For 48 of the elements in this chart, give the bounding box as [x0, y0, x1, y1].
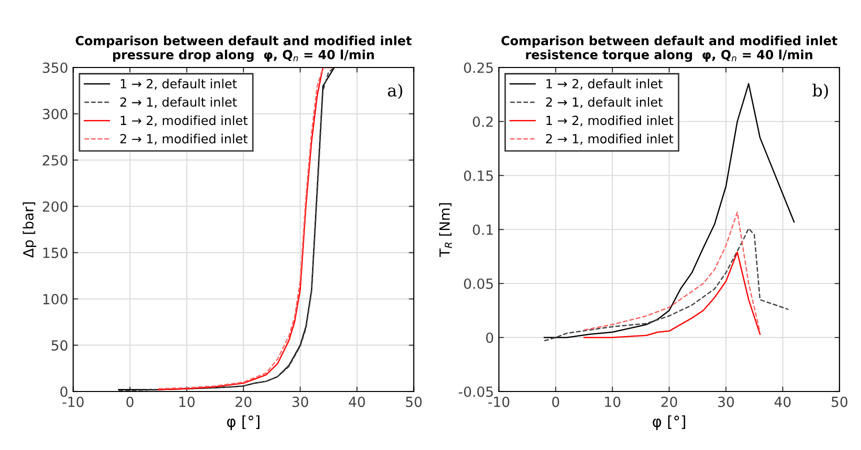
- legend-label: 2 → 1, modified inlet: [546, 134, 674, 145]
- legend-label: 2 → 1, default inlet: [120, 97, 237, 108]
- y-axis-title: Δp [bar]: [22, 202, 36, 258]
- y-tick-label: 0.05: [464, 278, 493, 289]
- x-tick-label: 40: [774, 396, 791, 408]
- x-tick-label: -10: [488, 396, 510, 408]
- y-tick-label: 50: [52, 340, 68, 351]
- chart-title: Comparison between default and modified inlet resistence torque along φ, Q$_{n}$ = 40 l/min: [501, 36, 838, 62]
- annotation: b): [812, 84, 828, 99]
- x-tick-label: 10: [605, 396, 620, 408]
- y-tick-label: 0: [60, 386, 68, 397]
- x-tick-label: 20: [661, 396, 678, 408]
- legend-label: 2 → 1, default inlet: [546, 97, 663, 108]
- annotation: a): [388, 84, 402, 99]
- x-tick-label: 50: [406, 396, 422, 408]
- x-tick-label: -10: [62, 396, 84, 408]
- x-tick-label: 40: [348, 396, 365, 408]
- line-series: [583, 212, 761, 333]
- x-tick-label: 0: [552, 396, 560, 408]
- x-tick-label: 50: [832, 396, 848, 408]
- legend-label: 1 → 2, modified inlet: [546, 115, 674, 126]
- x-tick-label: 30: [292, 396, 308, 408]
- line-series: [544, 228, 790, 342]
- legend-label: 2 → 1, modified inlet: [120, 134, 248, 145]
- y-tick-label: 150: [43, 248, 68, 258]
- legend-label: 1 → 2, default inlet: [120, 78, 237, 90]
- y-tick-label: -0.05: [458, 386, 493, 397]
- x-tick-label: 10: [179, 396, 195, 408]
- y-tick-label: 0.15: [464, 170, 493, 181]
- x-axis-title: φ [°]: [652, 415, 686, 430]
- chart-title: Comparison between default and modified inlet pressure drop along φ, Q$_{n}$ = 40 l/min: [76, 36, 412, 62]
- y-tick-label: 0.1: [472, 224, 493, 235]
- x-axis-title: φ [°]: [227, 415, 260, 430]
- y-tick-label: 0: [486, 332, 494, 343]
- legend-label: 1 → 2, default inlet: [546, 78, 663, 90]
- y-tick-label: 100: [43, 294, 68, 304]
- line-series: [583, 252, 761, 338]
- x-tick-label: 20: [236, 396, 252, 408]
- x-tick-label: 30: [718, 396, 734, 408]
- y-tick-label: 350: [42, 62, 68, 73]
- y-tick-label: 0.2: [472, 116, 493, 127]
- y-tick-label: 300: [42, 108, 68, 120]
- x-tick-label: 0: [126, 396, 134, 408]
- y-axis-title: T$_{R}$ [Nm]: [439, 203, 452, 258]
- y-tick-label: 0.25: [464, 62, 493, 73]
- y-tick-label: 200: [42, 201, 68, 212]
- y-tick-label: 250: [42, 155, 68, 166]
- legend-label: 1 → 2, modified inlet: [120, 115, 248, 126]
